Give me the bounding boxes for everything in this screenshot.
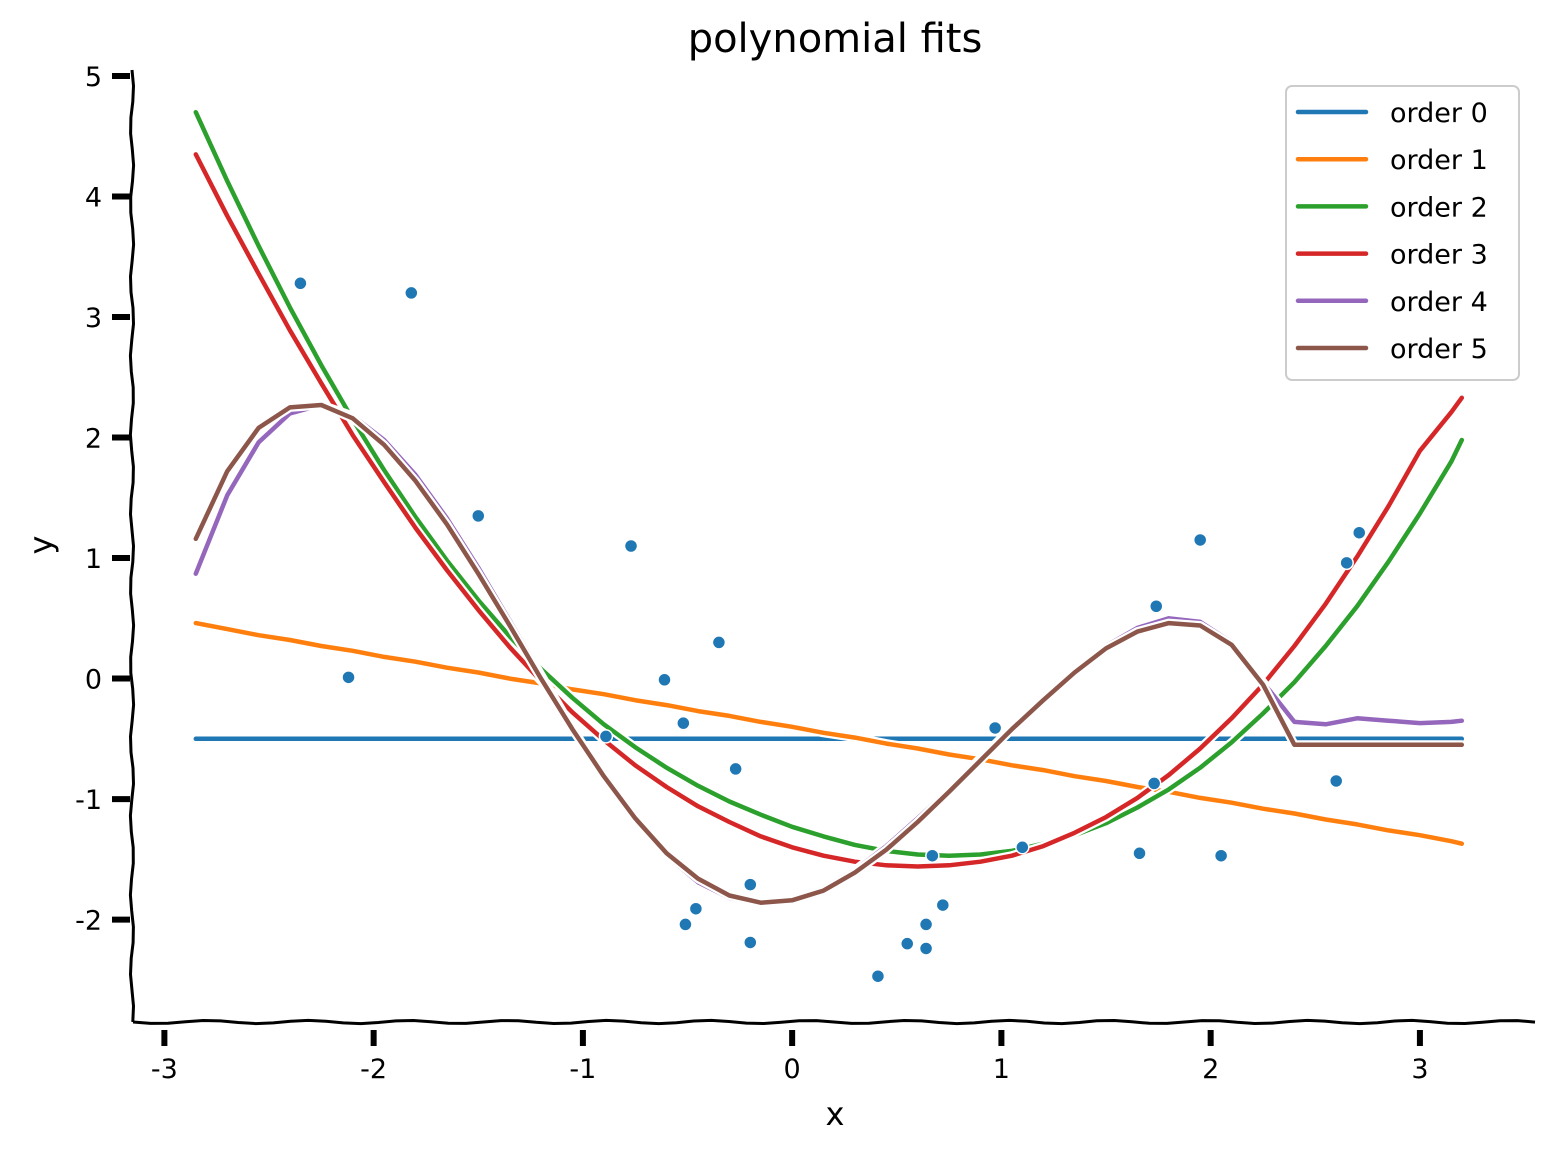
data-point bbox=[711, 635, 727, 650]
y-tick-label: 4 bbox=[85, 183, 102, 214]
y-tick-label: 2 bbox=[85, 424, 102, 455]
x-tick-label: -2 bbox=[360, 1054, 387, 1085]
data-point bbox=[404, 285, 419, 301]
data-point bbox=[743, 935, 758, 950]
y-axis-label: y bbox=[22, 536, 60, 555]
data-point bbox=[1132, 846, 1147, 861]
data-point bbox=[743, 877, 758, 892]
y-tick-label: 3 bbox=[85, 303, 102, 334]
x-axis: -3 -2 -1 0 1 2 3 bbox=[132, 1018, 1536, 1085]
legend-label: order 3 bbox=[1390, 240, 1488, 271]
series-line-order-1 bbox=[193, 620, 1465, 846]
data-point bbox=[623, 538, 639, 554]
x-tick-label: -1 bbox=[569, 1054, 596, 1085]
series-line-halo-order-3 bbox=[191, 149, 1467, 871]
data-point bbox=[1351, 525, 1367, 540]
series-line-order-5 bbox=[193, 402, 1465, 905]
data-point bbox=[657, 672, 672, 688]
legend-label: order 5 bbox=[1390, 334, 1488, 365]
data-point bbox=[688, 901, 704, 916]
data-point bbox=[1192, 532, 1208, 548]
legend: order 0 order 1 order 2 order 3 order 4 order… bbox=[1285, 85, 1520, 381]
data-point bbox=[728, 761, 743, 777]
data-point bbox=[471, 508, 486, 524]
x-axis-line bbox=[132, 1018, 1536, 1026]
data-point bbox=[1015, 840, 1030, 855]
x-axis-label: x bbox=[826, 1095, 845, 1133]
x-tick-label: 1 bbox=[993, 1054, 1010, 1085]
data-point bbox=[870, 968, 886, 984]
series-line-order-2 bbox=[193, 109, 1465, 858]
data-point bbox=[925, 848, 940, 863]
data-point bbox=[1339, 555, 1354, 571]
data-point bbox=[1149, 599, 1164, 614]
legend-label: order 0 bbox=[1390, 98, 1488, 129]
chart-title: polynomial fits bbox=[688, 16, 983, 62]
data-point bbox=[987, 720, 1003, 736]
y-tick-label: 1 bbox=[85, 544, 102, 575]
y-tick-label: -2 bbox=[75, 906, 102, 937]
x-tick-label: 0 bbox=[784, 1054, 801, 1085]
legend-label: order 2 bbox=[1390, 192, 1488, 223]
scatter-points bbox=[293, 276, 1367, 984]
data-point bbox=[598, 729, 614, 744]
data-point bbox=[918, 917, 934, 932]
data-point bbox=[341, 670, 356, 685]
data-point bbox=[678, 917, 693, 932]
y-axis: -2 -1 0 1 2 3 4 5 bbox=[75, 62, 136, 1023]
data-point bbox=[676, 715, 691, 731]
data-point bbox=[1146, 776, 1162, 791]
x-tick-label: 3 bbox=[1411, 1054, 1428, 1085]
series-line-order-3 bbox=[193, 152, 1465, 869]
y-tick-label: -1 bbox=[75, 785, 102, 816]
data-point bbox=[293, 276, 308, 291]
x-tick-label: -3 bbox=[151, 1054, 178, 1085]
y-tick-label: 0 bbox=[85, 665, 102, 696]
y-axis-line bbox=[128, 69, 136, 1023]
data-point bbox=[1213, 848, 1229, 863]
data-point bbox=[918, 941, 934, 956]
data-point bbox=[935, 897, 951, 913]
x-tick-label: 2 bbox=[1202, 1054, 1219, 1085]
y-tick-label: 5 bbox=[85, 62, 102, 93]
data-point bbox=[1328, 773, 1344, 789]
data-point bbox=[899, 936, 915, 951]
series-lines bbox=[191, 107, 1467, 909]
legend-label: order 4 bbox=[1390, 287, 1488, 318]
legend-label: order 1 bbox=[1390, 145, 1488, 176]
